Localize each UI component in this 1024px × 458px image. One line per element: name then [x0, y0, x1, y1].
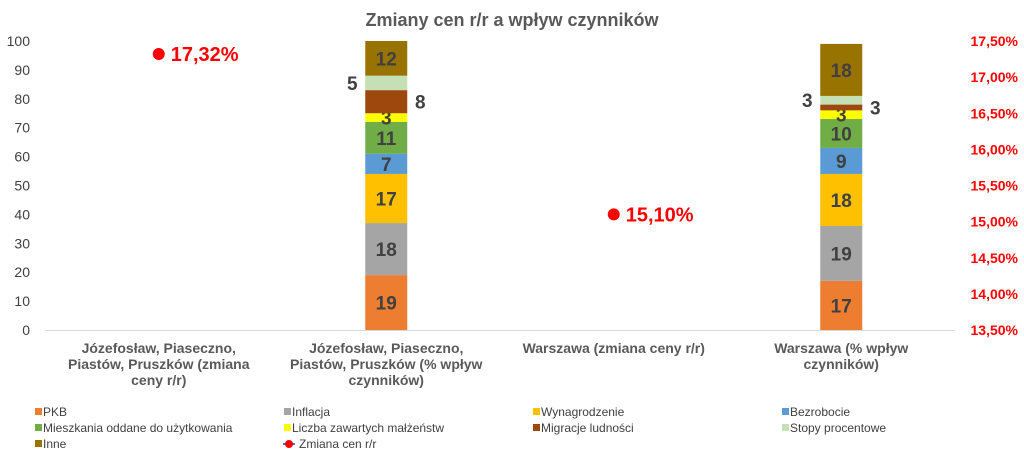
y-tick-label: 60	[14, 149, 30, 165]
points: 17,32% 15,10%	[152, 44, 694, 226]
bar-value-label: 3	[381, 109, 392, 130]
right-axis: 13,50% 14,00% 14,50% 15,00% 15,50% 16,00% 16,5…	[971, 33, 1019, 338]
point-value-label: 15,10%	[626, 204, 694, 226]
bar-value-label: 9	[836, 152, 847, 173]
x-category-label: Józefosław, Piaseczno, Piastów, Pruszków …	[68, 340, 250, 388]
y2-tick-label: 15,00%	[971, 214, 1019, 230]
x-category-label: Warszawa (zmiana ceny r/r)	[523, 340, 705, 356]
y2-tick-label: 14,00%	[971, 286, 1019, 302]
bar-value-label: 12	[376, 49, 397, 70]
y-tick-label: 80	[14, 91, 30, 107]
y-tick-label: 10	[14, 293, 30, 309]
bar-segment	[820, 104, 863, 111]
bar-segment	[820, 147, 863, 174]
x-axis-categories: Józefosław, Piaseczno, Piastów, Pruszków …	[68, 340, 908, 388]
legend-label: Mieszkania oddane do użytkowania	[43, 421, 233, 435]
bar-value-label: 19	[831, 244, 852, 265]
bar-segment	[820, 280, 863, 330]
bar-value-label: 18	[831, 61, 852, 82]
left-axis: 0 10 20 30 40 50 60 70 80 90 100	[7, 33, 955, 338]
y-tick-label: 0	[22, 322, 30, 338]
bar-segment	[365, 90, 408, 114]
bar-value-label: 3	[802, 91, 813, 112]
legend-swatch	[284, 424, 291, 431]
y2-tick-label: 17,00%	[971, 69, 1019, 85]
bar-value-label: 8	[415, 93, 426, 114]
bar-value-label: 3	[870, 98, 881, 119]
legend-label: Bezrobocie	[790, 405, 850, 419]
legend-marker	[285, 440, 293, 448]
point-value-label: 17,32%	[171, 44, 239, 66]
legend-label: Stopy procentowe	[790, 421, 886, 435]
legend-label: Zmiana cen r/r	[299, 437, 376, 451]
y2-tick-label: 14,50%	[971, 250, 1019, 266]
y-tick-label: 70	[14, 120, 30, 136]
y2-tick-label: 16,50%	[971, 105, 1019, 121]
bar-segment	[820, 95, 863, 105]
legend-label: Liczba zawartych małżeństw	[292, 421, 444, 435]
bar-value-label: 17	[831, 296, 852, 317]
bar-segment	[365, 223, 408, 276]
y2-tick-label: 15,50%	[971, 178, 1019, 194]
bar-value-label: 3	[836, 106, 847, 127]
y-tick-label: 40	[14, 206, 30, 222]
y2-tick-label: 17,50%	[971, 33, 1019, 49]
bar-value-label: 18	[831, 191, 852, 212]
bar-value-label: 7	[381, 155, 392, 176]
legend-swatch	[35, 424, 42, 431]
bar-segment	[365, 121, 408, 154]
legend-label: Wynagrodzenie	[541, 405, 625, 419]
bar-segment	[365, 75, 408, 91]
bar-segment	[365, 275, 408, 330]
legend-swatch	[35, 408, 42, 415]
bar-segment	[820, 110, 863, 120]
bar-value-label: 17	[376, 190, 397, 211]
bar-segment	[365, 173, 408, 224]
bar-segment	[820, 43, 863, 96]
y-tick-label: 20	[14, 264, 30, 280]
bar-value-label: 19	[376, 294, 397, 315]
line-point	[607, 208, 620, 221]
x-category-label: Warszawa (% wpływ czynników)	[774, 340, 908, 372]
line-point	[152, 48, 165, 61]
bar-segment	[820, 173, 863, 226]
bar-segment	[365, 41, 408, 76]
legend-label: PKB	[43, 405, 67, 419]
chart-title: Zmiany cen r/r a wpływ czynników	[365, 10, 659, 30]
x-category-label: Józefosław, Piaseczno, Piastów, Pruszków …	[290, 340, 483, 388]
bar-value-label: 10	[831, 124, 852, 145]
legend-swatch	[35, 440, 42, 447]
y2-tick-label: 16,00%	[971, 141, 1019, 157]
legend-swatch	[782, 408, 789, 415]
bar-value-label: 18	[376, 240, 397, 261]
legend-label: Inne	[43, 437, 67, 451]
legend-swatch	[782, 424, 789, 431]
bar-value-label: 5	[347, 74, 358, 95]
y-tick-label: 100	[7, 33, 31, 49]
y-tick-label: 30	[14, 235, 30, 251]
y-tick-label: 50	[14, 178, 30, 194]
legend-swatch	[533, 424, 540, 431]
legend-label: Migracje ludności	[541, 421, 634, 435]
y2-tick-label: 13,50%	[971, 322, 1019, 338]
y-tick-label: 90	[14, 62, 30, 78]
legend: PKB Inflacja Wynagrodzenie Bezrobocie Mieszk…	[35, 405, 886, 451]
bar-segment	[820, 225, 863, 281]
legend-swatch	[533, 408, 540, 415]
legend-swatch	[284, 408, 291, 415]
bar-value-label: 11	[376, 129, 397, 150]
bar-segment	[365, 153, 408, 174]
legend-label: Inflacja	[292, 405, 330, 419]
bar-segment	[365, 113, 408, 122]
bar-segment	[820, 119, 863, 148]
